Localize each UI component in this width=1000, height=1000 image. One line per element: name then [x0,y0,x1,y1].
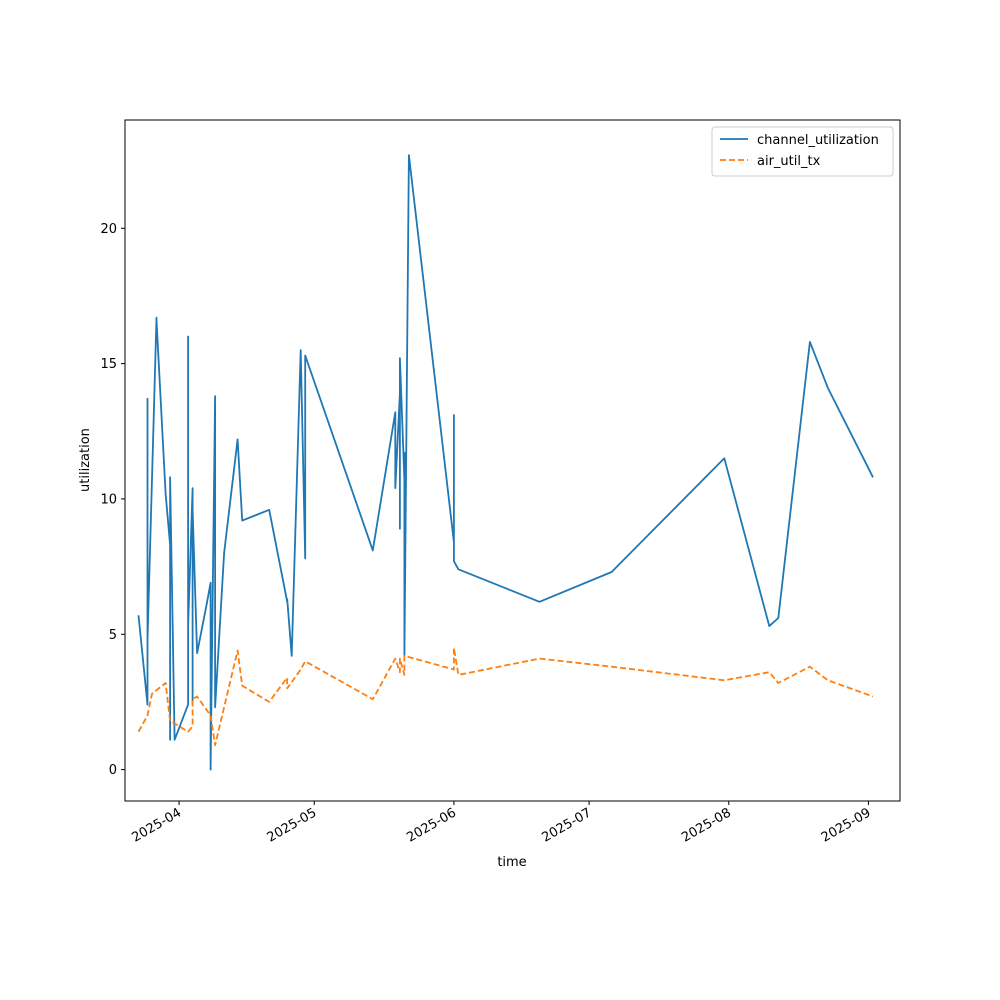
y-axis-label: utilization [78,428,93,492]
series-layer [137,154,874,771]
legend-label-air_util_tx: air_util_tx [757,154,821,169]
y-tick-label: 20 [100,222,117,237]
legend: channel_utilization air_util_tx [711,126,894,177]
x-axis-label: time [497,855,526,870]
series-line-channel_utilization [137,154,874,771]
y-tick-label: 10 [100,492,117,507]
y-tick-label: 15 [100,357,117,372]
plot-frame [124,119,901,802]
y-axis: 0 5 10 15 20 [100,222,125,778]
series-line-air_util_tx [137,646,874,747]
legend-box [711,126,894,177]
legend-label-channel_utilization: channel_utilization [757,133,879,148]
y-tick-label: 5 [109,628,117,643]
y-tick-label: 0 [109,763,117,778]
